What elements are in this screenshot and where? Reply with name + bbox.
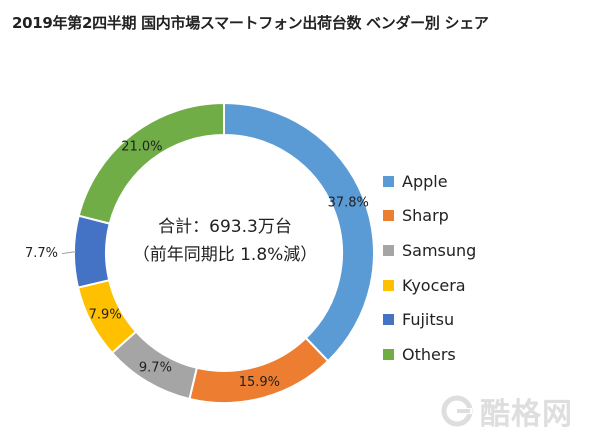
legend-label: Others <box>402 344 456 364</box>
legend-swatch <box>383 279 394 291</box>
center-yoy-label: （前年同期比 1.8%減） <box>132 245 318 265</box>
legend-label: Kyocera <box>402 275 466 295</box>
slice-label-kyocera: 7.9% <box>89 307 122 322</box>
slice-sharp <box>188 336 330 404</box>
slice-labels: 37.8% 15.9% 9.7% 7.9% 7.7% 21.0% <box>25 140 369 390</box>
slice-label-sharp: 15.9% <box>239 375 280 390</box>
slice-fujitsu <box>73 214 111 289</box>
legend-item-others: Others <box>383 337 476 372</box>
legend-swatch <box>383 348 394 360</box>
slice-label-fujitsu: 7.7% <box>25 246 58 261</box>
legend-swatch <box>383 175 394 187</box>
watermark-text: 酷格网 <box>480 397 573 432</box>
legend-label: Sharp <box>402 206 449 226</box>
legend-item-kyocera: Kyocera <box>383 268 476 303</box>
legend: Apple Sharp Samsung Kyocera Fujitsu Others <box>383 164 476 372</box>
donut-slices <box>73 101 375 404</box>
legend-swatch <box>383 244 394 256</box>
legend-label: Samsung <box>402 240 477 260</box>
chart-title: 2019年第2四半期 国内市場スマートフォン出荷台数 ベンダー別 シェア <box>12 14 489 32</box>
watermark: 酷格网 <box>440 389 573 433</box>
legend-item-apple: Apple <box>383 164 476 199</box>
slice-label-apple: 37.8% <box>328 195 369 210</box>
legend-item-samsung: Samsung <box>383 233 476 268</box>
legend-swatch <box>383 210 394 222</box>
legend-item-fujitsu: Fujitsu <box>383 302 476 337</box>
leader-line-fujitsu <box>61 251 77 255</box>
g-logo-icon <box>441 395 473 427</box>
legend-label: Fujitsu <box>402 310 455 330</box>
legend-item-sharp: Sharp <box>383 199 476 234</box>
center-total-label: 合計：693.3万台 <box>158 217 292 237</box>
slice-others <box>77 101 225 225</box>
legend-swatch <box>383 314 394 326</box>
slice-label-others: 21.0% <box>121 140 162 155</box>
slice-label-samsung: 9.7% <box>139 361 172 376</box>
legend-label: Apple <box>402 171 448 191</box>
